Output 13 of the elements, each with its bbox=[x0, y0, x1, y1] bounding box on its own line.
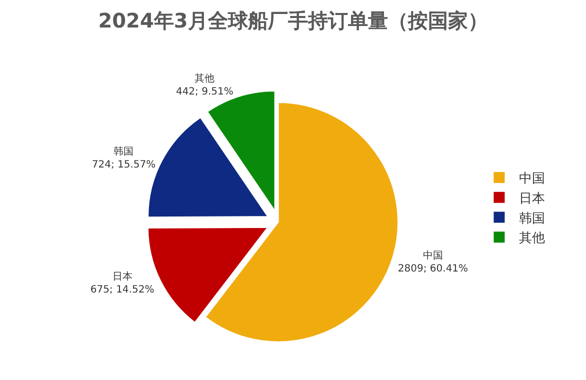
legend-label: 其他 bbox=[519, 231, 546, 246]
legend-label: 韩国 bbox=[519, 211, 546, 226]
data-label: 675; 14.52% bbox=[90, 284, 154, 296]
legend-label: 日本 bbox=[519, 191, 546, 206]
data-label: 2809; 60.41% bbox=[398, 263, 468, 274]
data-label: 724; 15.57% bbox=[92, 160, 156, 171]
slice-label: 中国 bbox=[422, 249, 443, 262]
slice-label: 其他 bbox=[194, 72, 215, 84]
slice-label: 日本 bbox=[112, 270, 132, 283]
slice-label: 韩国 bbox=[114, 146, 134, 158]
legend-label: 中国 bbox=[519, 172, 546, 187]
data-label: 442; 9.51% bbox=[176, 86, 234, 98]
chart-title: 2024年3月全球船厂手持订单量（按国家） bbox=[98, 8, 488, 32]
